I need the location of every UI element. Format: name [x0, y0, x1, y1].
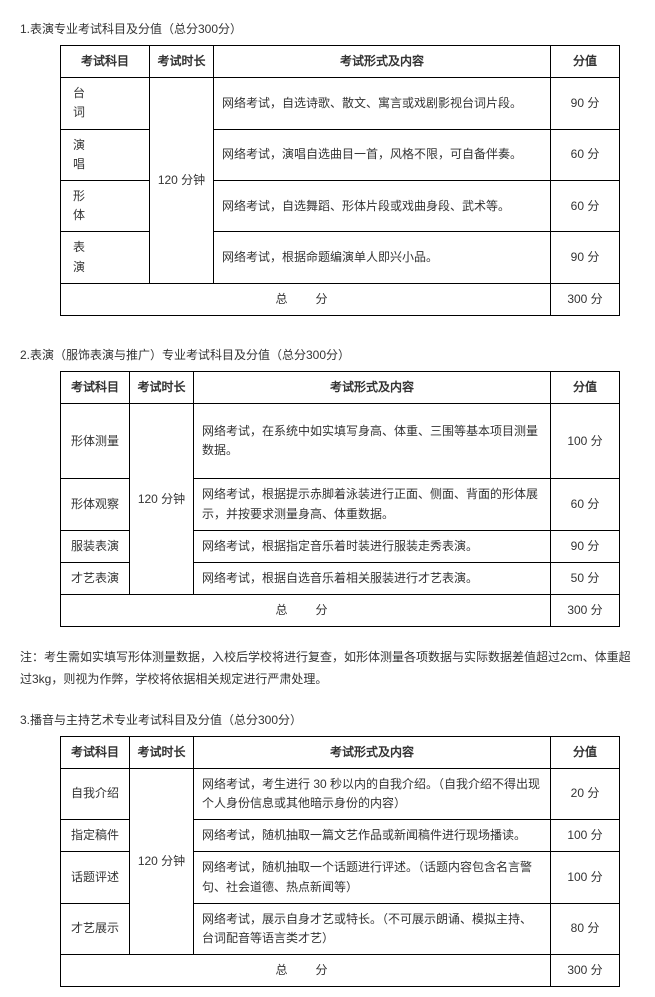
table-row: 形 体 网络考试，自选舞蹈、形体片段或戏曲身段、武术等。 60 分	[61, 180, 620, 231]
cell-score: 60 分	[551, 129, 620, 180]
cell-content: 网络考试，考生进行 30 秒以内的自我介绍。（自我介绍不得出现个人身份信息或其他…	[194, 768, 551, 819]
section2-title: 2.表演（服饰表演与推广）专业考试科目及分值（总分300分）	[20, 346, 635, 363]
table-section3: 考试科目 考试时长 考试形式及内容 分值 自我介绍 120 分钟 网络考试，考生…	[60, 736, 620, 988]
cell-score: 100 分	[551, 852, 620, 903]
cell-score: 50 分	[551, 563, 620, 595]
cell-subject: 服装表演	[61, 530, 130, 562]
th-duration: 考试时长	[130, 371, 194, 403]
cell-total-label: 总 分	[61, 283, 551, 315]
cell-subject: 自我介绍	[61, 768, 130, 819]
cell-content: 网络考试，展示自身才艺或特长。（不可展示朗诵、模拟主持、台词配音等语言类才艺）	[194, 903, 551, 954]
cell-duration: 120 分钟	[130, 404, 194, 595]
cell-score: 90 分	[551, 78, 620, 129]
cell-subject: 台 词	[61, 78, 150, 129]
table-row: 台 词 120 分钟 网络考试，自选诗歌、散文、寓言或戏剧影视台词片段。 90 …	[61, 78, 620, 129]
table-row: 自我介绍 120 分钟 网络考试，考生进行 30 秒以内的自我介绍。（自我介绍不…	[61, 768, 620, 819]
cell-content: 网络考试，随机抽取一篇文艺作品或新闻稿件进行现场播读。	[194, 820, 551, 852]
cell-score: 60 分	[551, 479, 620, 530]
cell-score: 80 分	[551, 903, 620, 954]
th-duration: 考试时长	[150, 46, 214, 78]
cell-content: 网络考试，根据提示赤脚着泳装进行正面、侧面、背面的形体展示，并按要求测量身高、体…	[194, 479, 551, 530]
th-duration: 考试时长	[130, 736, 194, 768]
th-subject: 考试科目	[61, 371, 130, 403]
cell-score: 20 分	[551, 768, 620, 819]
cell-score: 90 分	[551, 530, 620, 562]
cell-content: 网络考试，根据自选音乐着相关服装进行才艺表演。	[194, 563, 551, 595]
cell-subject: 才艺表演	[61, 563, 130, 595]
th-content: 考试形式及内容	[194, 371, 551, 403]
cell-total-score: 300 分	[551, 955, 620, 987]
section1-title: 1.表演专业考试科目及分值（总分300分）	[20, 20, 635, 37]
cell-score: 90 分	[551, 232, 620, 283]
cell-duration: 120 分钟	[150, 78, 214, 284]
cell-content: 网络考试，自选舞蹈、形体片段或戏曲身段、武术等。	[214, 180, 551, 231]
table-section1: 考试科目 考试时长 考试形式及内容 分值 台 词 120 分钟 网络考试，自选诗…	[60, 45, 620, 316]
cell-total-label: 总 分	[61, 955, 551, 987]
cell-total-score: 300 分	[551, 595, 620, 627]
cell-subject: 表 演	[61, 232, 150, 283]
cell-score: 100 分	[551, 820, 620, 852]
cell-content: 网络考试，演唱自选曲目一首，风格不限，可自备伴奏。	[214, 129, 551, 180]
table-section2: 考试科目 考试时长 考试形式及内容 分值 形体测量 120 分钟 网络考试，在系…	[60, 371, 620, 628]
cell-total-label: 总 分	[61, 595, 551, 627]
cell-score: 100 分	[551, 404, 620, 479]
cell-subject: 形体观察	[61, 479, 130, 530]
cell-subject: 话题评述	[61, 852, 130, 903]
cell-subject: 形体测量	[61, 404, 130, 479]
section3-title: 3.播音与主持艺术专业考试科目及分值（总分300分）	[20, 711, 635, 728]
cell-subject: 演 唱	[61, 129, 150, 180]
cell-subject: 才艺展示	[61, 903, 130, 954]
note-text: 注：考生需如实填写形体测量数据，入校后学校将进行复查，如形体测量各项数据与实际数…	[20, 647, 635, 690]
th-score: 分值	[551, 46, 620, 78]
th-content: 考试形式及内容	[194, 736, 551, 768]
th-subject: 考试科目	[61, 46, 150, 78]
cell-score: 60 分	[551, 180, 620, 231]
cell-subject: 形 体	[61, 180, 150, 231]
th-score: 分值	[551, 371, 620, 403]
cell-content: 网络考试，在系统中如实填写身高、体重、三围等基本项目测量数据。	[194, 404, 551, 479]
table-total-row: 总 分 300 分	[61, 955, 620, 987]
cell-content: 网络考试，根据指定音乐着时装进行服装走秀表演。	[194, 530, 551, 562]
cell-content: 网络考试，根据命题编演单人即兴小品。	[214, 232, 551, 283]
th-score: 分值	[551, 736, 620, 768]
cell-duration: 120 分钟	[130, 768, 194, 954]
table-total-row: 总 分 300 分	[61, 595, 620, 627]
th-subject: 考试科目	[61, 736, 130, 768]
table-total-row: 总 分 300 分	[61, 283, 620, 315]
cell-content: 网络考试，随机抽取一个话题进行评述。（话题内容包含名言警句、社会道德、热点新闻等…	[194, 852, 551, 903]
table-row: 表 演 网络考试，根据命题编演单人即兴小品。 90 分	[61, 232, 620, 283]
table-row: 形体测量 120 分钟 网络考试，在系统中如实填写身高、体重、三围等基本项目测量…	[61, 404, 620, 479]
cell-content: 网络考试，自选诗歌、散文、寓言或戏剧影视台词片段。	[214, 78, 551, 129]
cell-total-score: 300 分	[551, 283, 620, 315]
th-content: 考试形式及内容	[214, 46, 551, 78]
table-row: 演 唱 网络考试，演唱自选曲目一首，风格不限，可自备伴奏。 60 分	[61, 129, 620, 180]
cell-subject: 指定稿件	[61, 820, 130, 852]
